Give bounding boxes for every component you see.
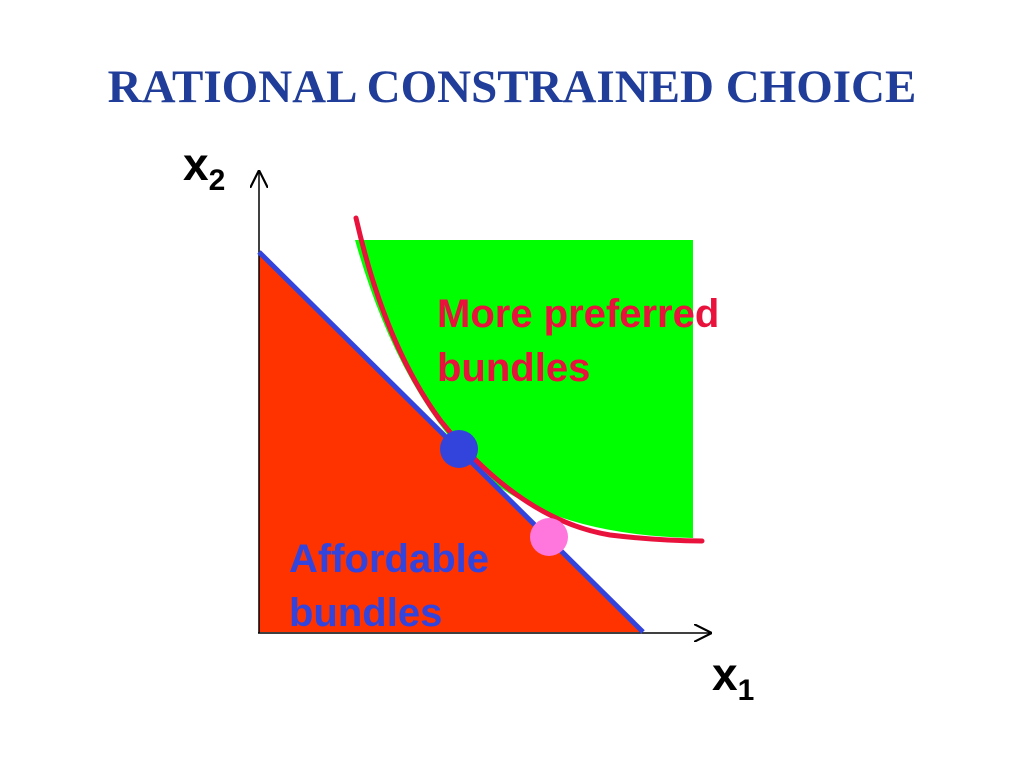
preferred-bundles-label: More preferred bundles xyxy=(437,292,730,390)
page-title: RATIONAL CONSTRAINED CHOICE xyxy=(107,61,917,113)
preferred-region xyxy=(355,240,693,538)
y-axis-label: x2 xyxy=(183,138,225,197)
indifference-curve xyxy=(353,215,705,544)
x-axis-label: x1 xyxy=(712,648,754,707)
optimal-bundle-point xyxy=(440,430,478,468)
affordable-bundles-label: Affordable bundles xyxy=(289,537,500,635)
affordable-bundle-point xyxy=(530,518,568,556)
